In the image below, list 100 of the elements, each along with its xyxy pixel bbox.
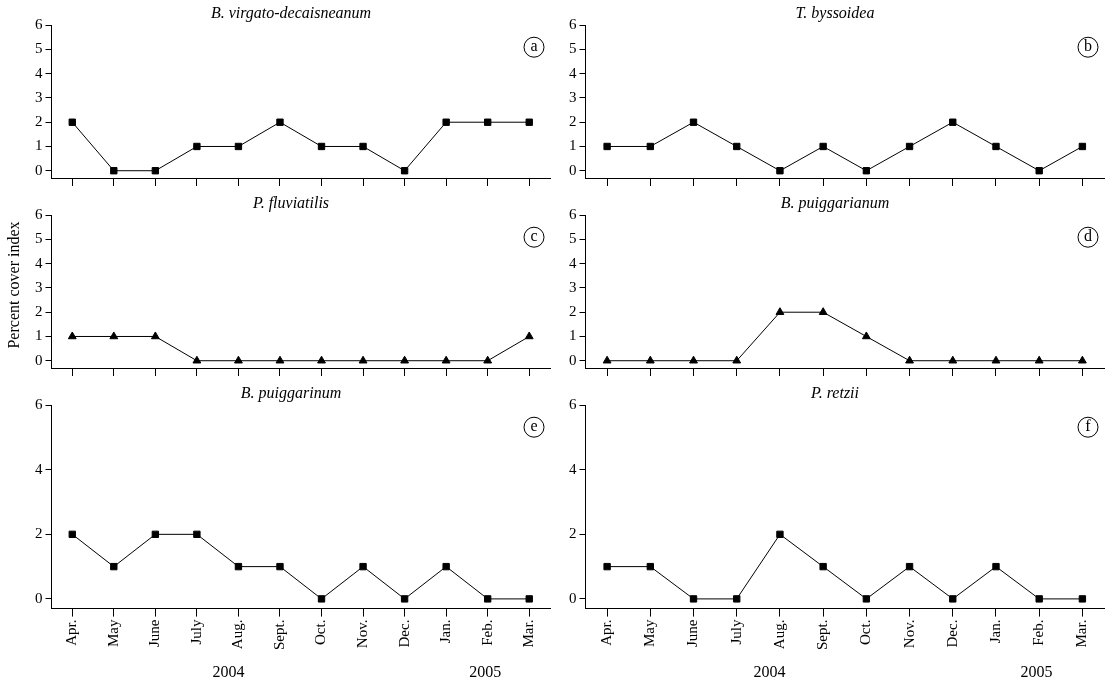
y-tick-label: 6 xyxy=(569,16,577,33)
point xyxy=(1035,167,1043,175)
x-tick-label: Apr. xyxy=(63,619,80,646)
point xyxy=(646,142,654,151)
point xyxy=(775,307,785,315)
y-tick-label: 3 xyxy=(569,278,577,295)
y-axis-title: Percent cover index xyxy=(5,221,23,349)
y-tick-label: 6 xyxy=(35,16,43,33)
y-tick-label: 0 xyxy=(35,161,43,178)
chart-title: T. byssoidea xyxy=(795,3,875,22)
y-tick-label: 4 xyxy=(569,254,577,271)
point xyxy=(861,331,871,340)
point xyxy=(602,355,612,364)
point xyxy=(689,595,698,603)
y-tick-label: 1 xyxy=(569,137,577,154)
y-tick-label: 2 xyxy=(35,113,43,130)
point xyxy=(818,307,828,315)
x-tick-label: Feb. xyxy=(478,619,495,646)
text: 2004 xyxy=(753,663,786,681)
point xyxy=(603,142,611,151)
annotation: a xyxy=(530,37,538,55)
y-tick-label: 2 xyxy=(569,113,577,130)
point xyxy=(905,562,914,571)
point xyxy=(1035,595,1043,603)
point xyxy=(317,595,326,603)
point xyxy=(151,167,160,175)
point xyxy=(110,562,118,571)
point xyxy=(525,595,533,603)
x-tick-label: Mar. xyxy=(520,619,537,648)
annotation: b xyxy=(1084,37,1092,55)
point xyxy=(1078,355,1087,364)
point xyxy=(400,167,409,175)
x-tick-label: Aug. xyxy=(229,619,246,650)
y-tick-label: 2 xyxy=(569,303,577,320)
x-tick-label: May xyxy=(641,619,658,648)
point xyxy=(317,142,326,151)
y-tick-label: 0 xyxy=(569,161,577,178)
point xyxy=(359,562,367,571)
point xyxy=(776,530,784,539)
point xyxy=(359,142,367,151)
y-tick-label: 6 xyxy=(35,206,43,223)
point xyxy=(68,118,76,126)
x-tick-label: Oct. xyxy=(312,619,329,645)
point xyxy=(276,118,284,126)
point xyxy=(276,562,284,571)
point xyxy=(193,530,201,539)
point xyxy=(1078,142,1087,151)
point xyxy=(689,355,698,364)
text: 2005 xyxy=(469,663,502,681)
x-tick-label: May xyxy=(104,619,121,648)
point xyxy=(733,595,741,603)
y-tick-label: 0 xyxy=(35,351,43,368)
text: 2005 xyxy=(1020,663,1053,681)
y-tick-label: 0 xyxy=(35,589,43,606)
point xyxy=(991,355,1001,364)
point xyxy=(525,118,533,126)
annotation: f xyxy=(1085,417,1092,435)
point xyxy=(732,355,742,364)
point xyxy=(949,118,957,126)
y-tick-label: 3 xyxy=(569,88,577,105)
y-tick-label: 3 xyxy=(35,278,43,295)
point xyxy=(484,595,492,603)
y-tick-label: 5 xyxy=(35,40,43,57)
point xyxy=(1078,595,1087,603)
point xyxy=(733,142,741,151)
x-tick-label: Aug. xyxy=(770,619,787,650)
annotation: c xyxy=(530,227,538,245)
y-tick-label: 5 xyxy=(569,230,577,247)
y-tick-label: 4 xyxy=(35,460,43,477)
point xyxy=(689,118,698,126)
point xyxy=(193,142,201,151)
point xyxy=(234,562,243,571)
y-tick-label: 3 xyxy=(35,88,43,105)
x-tick-label: Apr. xyxy=(598,619,615,646)
x-tick-label: Nov. xyxy=(354,619,370,649)
y-tick-label: 5 xyxy=(35,230,43,247)
y-tick-label: 2 xyxy=(569,525,577,542)
y-tick-label: 6 xyxy=(569,396,577,413)
x-tick-label: Jan. xyxy=(437,619,454,644)
x-tick-label: Nov. xyxy=(900,619,917,649)
y-tick-label: 1 xyxy=(569,327,577,344)
point xyxy=(949,595,957,603)
x-tick-label: July xyxy=(727,619,744,645)
x-tick-label: Sept. xyxy=(270,619,287,650)
point xyxy=(905,355,914,364)
y-tick-label: 6 xyxy=(569,206,577,223)
x-tick-label: Oct. xyxy=(857,619,874,645)
y-tick-label: 2 xyxy=(35,525,43,542)
point xyxy=(862,167,871,175)
chart-title: P. fluviatilis xyxy=(251,193,330,212)
y-tick-label: 5 xyxy=(569,40,577,57)
point xyxy=(234,142,243,151)
x-tick-label: Feb. xyxy=(1030,619,1047,646)
point xyxy=(776,167,784,175)
y-tick-label: 1 xyxy=(35,327,43,344)
chart-title: P. retzii xyxy=(809,383,860,401)
point xyxy=(603,562,611,571)
point xyxy=(905,142,914,151)
text: 2004 xyxy=(212,663,245,681)
point xyxy=(442,118,450,126)
